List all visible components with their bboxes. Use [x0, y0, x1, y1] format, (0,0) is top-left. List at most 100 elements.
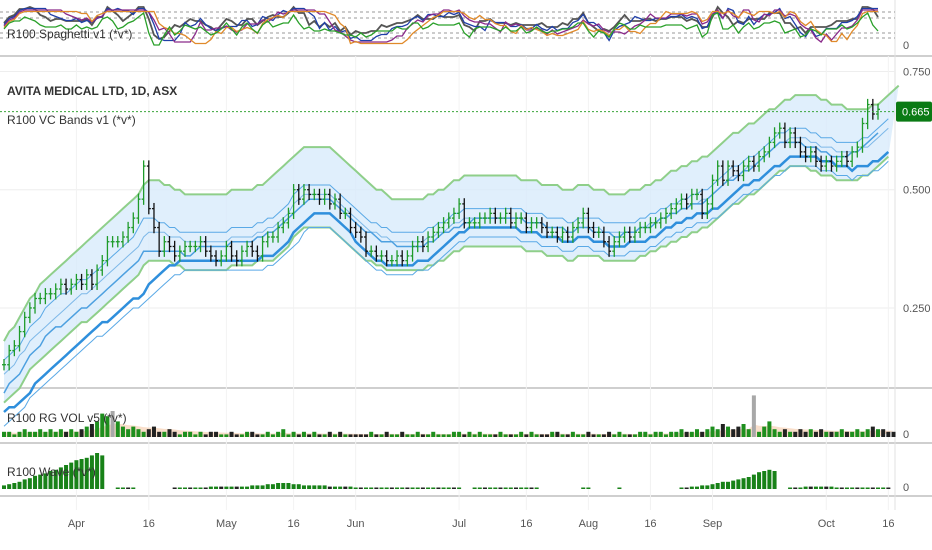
- volume-bar: [343, 434, 348, 437]
- volume-bar: [834, 431, 839, 437]
- volume-bar: [420, 434, 425, 437]
- wave-bar: [689, 486, 694, 489]
- volume-bar: [493, 434, 498, 437]
- volume-bar: [555, 431, 560, 437]
- wave-bar: [824, 486, 829, 489]
- volume-bar: [162, 431, 167, 437]
- volume-bar: [374, 434, 379, 437]
- time-tick-label: Jun: [347, 518, 365, 530]
- wave-bar: [364, 487, 369, 489]
- time-tick-label: May: [216, 518, 237, 530]
- wave-bar: [757, 472, 762, 489]
- wave-bar: [312, 485, 317, 489]
- wave-bar: [446, 487, 451, 489]
- volume-bar: [84, 426, 89, 437]
- volume-bar: [710, 426, 715, 437]
- wave-bar: [260, 485, 265, 489]
- volume-bar: [229, 431, 234, 437]
- volume-bar: [550, 431, 555, 437]
- volume-bar: [534, 434, 539, 437]
- volume-bar: [643, 431, 648, 437]
- wave-bar: [886, 487, 891, 489]
- volume-bar: [208, 431, 213, 437]
- wave-bar: [43, 473, 48, 489]
- band-upper-inner: [3, 118, 889, 361]
- volume-bar: [183, 431, 188, 437]
- volume-bar: [844, 431, 849, 437]
- wave-bar: [477, 487, 482, 489]
- volume-bar: [751, 395, 756, 437]
- wave-bar: [767, 469, 772, 489]
- wave-bar: [281, 483, 286, 489]
- volume-bar: [741, 424, 746, 437]
- wave-bar: [131, 487, 136, 489]
- volume-bar: [33, 431, 38, 437]
- spaghetti-line: [3, 8, 878, 43]
- wave-pane: R100 Wave (*v*) 0: [2, 453, 909, 494]
- wave-bar: [705, 485, 710, 489]
- wave-bar: [214, 486, 219, 489]
- volume-bar: [327, 431, 332, 437]
- wave-bar: [865, 487, 870, 489]
- volume-bar: [669, 431, 674, 437]
- wave-label: R100 Wave (*v*): [7, 465, 96, 479]
- volume-bar: [451, 431, 456, 437]
- wave-bar: [405, 487, 410, 489]
- volume-bar: [803, 431, 808, 437]
- volume-bar: [38, 429, 43, 437]
- volume-bar: [276, 431, 281, 437]
- wave-bar: [224, 486, 229, 489]
- wave-bar: [296, 484, 301, 489]
- wave-bar: [270, 484, 275, 489]
- volume-bar: [436, 434, 441, 437]
- volume-bar: [736, 426, 741, 437]
- wave-bar: [69, 462, 74, 489]
- volume-bar: [891, 431, 896, 437]
- last-price-text: 0.665: [902, 107, 930, 119]
- volume-bar: [12, 434, 17, 437]
- volume-bar: [53, 431, 58, 437]
- time-tick-label: Jul: [452, 518, 466, 530]
- wave-bar: [503, 487, 508, 489]
- volume-bar: [793, 431, 798, 437]
- band-fill: [4, 85, 899, 403]
- wave-bar: [855, 487, 860, 489]
- wave-bar: [245, 486, 250, 489]
- volume-bar: [364, 434, 369, 437]
- volume-bar: [839, 429, 844, 437]
- wave-bar: [431, 487, 436, 489]
- volume-bar: [808, 429, 813, 437]
- volume-bar: [529, 431, 534, 437]
- volume-bar: [819, 429, 824, 437]
- volume-bar: [198, 431, 203, 437]
- band-upper-outer: [3, 84, 900, 342]
- volume-bar: [260, 434, 265, 437]
- volume-bar: [715, 429, 720, 437]
- volume-bar: [281, 429, 286, 437]
- wave-bar: [586, 487, 591, 489]
- volume-bar: [519, 431, 524, 437]
- volume-bar: [120, 426, 125, 437]
- volume-bar: [270, 434, 275, 437]
- wave-bar: [95, 453, 100, 489]
- volume-bar: [322, 434, 327, 437]
- wave-bar: [617, 487, 622, 489]
- wave-bar: [84, 457, 89, 489]
- wave-bar: [519, 487, 524, 489]
- wave-bar: [395, 487, 400, 489]
- volume-bar: [203, 434, 208, 437]
- wave-bar: [741, 478, 746, 489]
- volume-bar: [576, 434, 581, 437]
- volume-bar: [100, 413, 105, 437]
- volume-bar: [105, 416, 110, 437]
- wave-bar: [850, 487, 855, 489]
- volume-bar: [674, 431, 679, 437]
- wave-bar: [534, 487, 539, 489]
- wave-bar: [286, 483, 291, 489]
- volume-bar: [172, 431, 177, 437]
- volume-bar: [560, 434, 565, 437]
- wave-bar: [250, 485, 255, 489]
- volume-bar: [462, 434, 467, 437]
